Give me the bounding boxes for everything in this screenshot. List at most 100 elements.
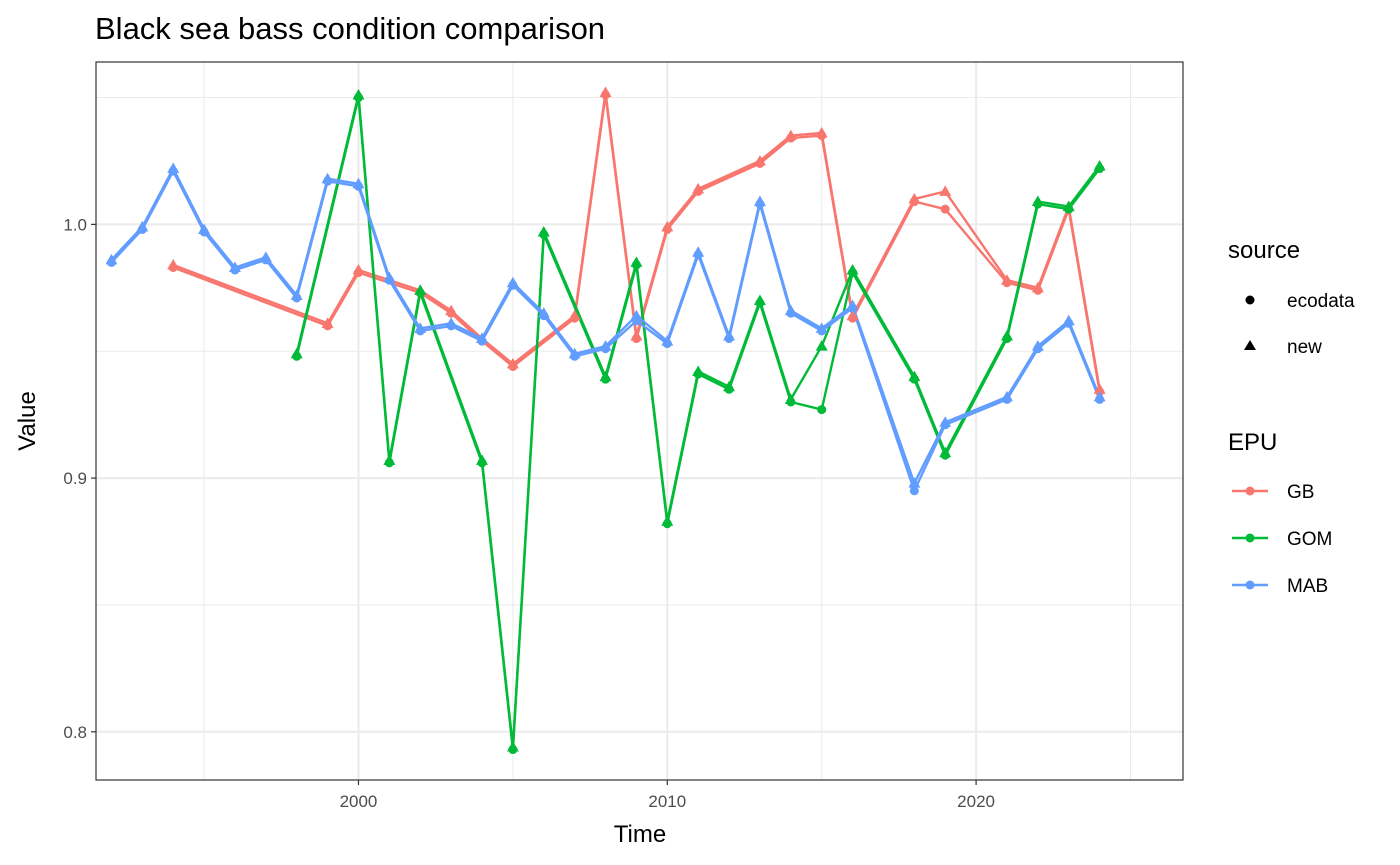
- data-point-gom-new: [1062, 200, 1075, 212]
- data-point-gom-new: [630, 256, 643, 267]
- data-point-gom-new: [1093, 160, 1106, 171]
- x-axis-title: Time: [614, 821, 666, 848]
- data-point-gom-new: [414, 284, 427, 295]
- data-point-mab-new: [445, 317, 458, 328]
- data-point-gom-new: [784, 393, 797, 404]
- data-point-gom-new: [753, 294, 766, 305]
- data-point-mab-new: [692, 246, 705, 257]
- x-axis: 2000 2010 2020: [340, 780, 995, 811]
- data-point-gom-new: [383, 454, 396, 465]
- minor-gridlines: [96, 62, 1183, 780]
- data-point-mab-new: [630, 309, 643, 321]
- data-point-gb-new: [661, 220, 674, 232]
- data-point-gom-new: [846, 264, 859, 275]
- data-point-gom-new: [939, 446, 952, 458]
- data-point-gom-new: [908, 370, 921, 382]
- data-point-gom-new: [290, 347, 303, 359]
- data-point-gom-new: [506, 741, 519, 752]
- data-point-gb-new: [908, 193, 921, 204]
- legend-key-circle: [1245, 295, 1255, 305]
- data-point-mab-new: [506, 276, 519, 288]
- x-tick-label: 2010: [648, 792, 686, 811]
- data-point-mab-new: [661, 335, 674, 346]
- data-point-mab-new: [414, 322, 427, 333]
- data-point-gom-new: [1031, 195, 1044, 207]
- data-point-gom-new: [476, 454, 489, 465]
- legend-title-source: source: [1228, 237, 1300, 264]
- data-point-mab-new: [1093, 390, 1106, 402]
- data-point-gom-new: [815, 340, 828, 351]
- data-point-gb-ecodata: [940, 204, 950, 214]
- legend-key-mab-point: [1245, 580, 1255, 590]
- data-point-gom-new: [692, 365, 705, 377]
- series-points: [105, 86, 1106, 755]
- data-point-gb-new: [352, 264, 365, 275]
- data-point-mab-new: [568, 347, 581, 359]
- data-point-gb-new: [321, 317, 334, 328]
- data-point-gom-new: [537, 225, 550, 237]
- data-point-mab-new: [476, 332, 489, 344]
- data-point-gb-new: [784, 129, 797, 141]
- data-point-gb-new: [815, 127, 828, 138]
- y-axis: 0.8 0.9 1.0: [63, 215, 96, 742]
- plot-panel: [96, 62, 1183, 780]
- data-point-mab-ecodata: [909, 486, 919, 496]
- legend-label-gb: GB: [1287, 482, 1314, 503]
- series-line-gom-new: [295, 93, 1101, 749]
- legend-label-gom: GOM: [1287, 529, 1332, 550]
- data-point-gb-new: [846, 309, 859, 321]
- plot-border: [95, 61, 1184, 781]
- data-point-mab-new: [723, 330, 736, 341]
- data-point-mab-new: [784, 304, 797, 316]
- data-point-mab-new: [1062, 314, 1075, 326]
- data-point-mab-new: [599, 340, 612, 351]
- data-point-mab-new: [259, 251, 272, 262]
- series-line-gb-ecodata: [172, 93, 1101, 393]
- data-point-mab-new: [105, 253, 118, 265]
- data-point-gb-new: [568, 309, 581, 321]
- data-point-mab-new: [537, 307, 550, 318]
- data-point-gb-new: [506, 357, 519, 369]
- legend-key-gom-point: [1245, 533, 1255, 543]
- data-point-gom-new: [352, 88, 365, 100]
- legend: source ecodata new EPU GB GOM MAB: [1228, 237, 1355, 597]
- data-point-gom-ecodata: [817, 405, 827, 415]
- data-point-mab-new: [352, 177, 365, 189]
- y-axis-title: Value: [14, 391, 41, 451]
- y-tick-label: 1.0: [63, 215, 87, 234]
- legend-label-mab: MAB: [1287, 576, 1328, 597]
- data-point-mab-new: [908, 477, 921, 488]
- data-point-gb-new: [1031, 281, 1044, 293]
- data-point-gb-new: [167, 258, 180, 270]
- data-point-mab-new: [228, 261, 241, 273]
- data-point-gb-new: [1093, 383, 1106, 394]
- data-point-mab-new: [167, 162, 180, 174]
- y-tick-label: 0.8: [63, 723, 87, 742]
- data-point-gb-new: [599, 86, 612, 97]
- legend-key-triangle: [1244, 340, 1256, 350]
- x-tick-label: 2020: [957, 792, 995, 811]
- x-tick-label: 2000: [340, 792, 378, 811]
- data-point-mab-new: [290, 289, 303, 300]
- series-line-gb-new: [172, 91, 1101, 390]
- data-point-mab-new: [198, 223, 211, 234]
- legend-label-ecodata: ecodata: [1287, 291, 1355, 312]
- data-point-mab-new: [321, 172, 334, 184]
- y-tick-label: 0.9: [63, 469, 87, 488]
- data-point-gb-new: [692, 182, 705, 194]
- data-point-mab-new: [1031, 340, 1044, 351]
- data-point-gb-new: [753, 154, 766, 166]
- data-point-gb-new: [1000, 274, 1013, 285]
- legend-key-gb-point: [1245, 486, 1255, 496]
- data-point-mab-new: [1000, 390, 1013, 402]
- legend-title-epu: EPU: [1228, 429, 1277, 456]
- data-point-gb-new: [939, 185, 952, 196]
- legend-label-new: new: [1287, 337, 1322, 358]
- chart-title: Black sea bass condition comparison: [95, 11, 605, 46]
- data-point-gb-new: [445, 304, 458, 316]
- data-point-mab-new: [846, 299, 859, 311]
- data-point-mab-new: [939, 416, 952, 427]
- data-point-mab-new: [383, 271, 396, 283]
- major-gridlines: [96, 62, 1183, 780]
